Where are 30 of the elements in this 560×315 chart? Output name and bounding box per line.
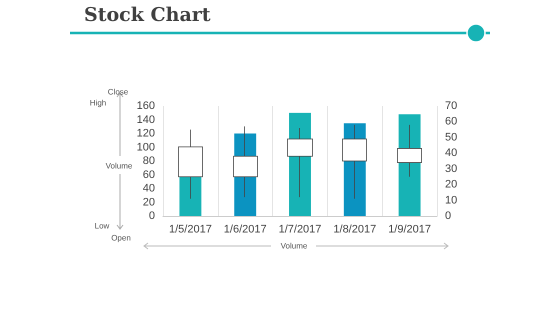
text: Open [111,234,131,242]
y-tick-label: 80 [142,155,155,167]
text: Close [108,88,128,96]
x-tick-label: 1/9/2017 [388,224,432,236]
y-tick-label: 0 [148,210,155,222]
y2-tick-label: 40 [445,147,458,160]
chart-title: Stock Chart [84,4,211,26]
x-tick-label: 1/5/2017 [168,224,212,236]
y2-tick-label: 50 [445,131,458,144]
text: Volume [280,242,308,250]
y2-tick-label: 10 [445,194,458,206]
y-tick-label: 140 [136,114,155,126]
y2-tick-label: 60 [445,116,458,128]
y-tick-label: 120 [136,128,155,140]
x-tick-label: 1/8/2017 [333,224,376,236]
y2-tick-label: 20 [445,178,458,191]
y2-tick-label: 30 [445,162,458,175]
y2-tick-label: 0 [445,210,452,222]
y-tick-label: 20 [142,196,155,208]
x-tick-label: 1/6/2017 [224,224,267,236]
text: High [90,98,106,108]
bar [179,176,202,216]
y-tick-label: 160 [136,100,155,112]
y-tick-label: 100 [136,141,155,154]
y-tick-label: 40 [142,182,155,194]
y2-tick-label: 70 [445,100,458,112]
y-tick-label: 60 [142,168,155,181]
text: Volume [106,162,132,170]
x-tick-label: 1/7/2017 [278,224,322,236]
text: Low [94,222,110,230]
